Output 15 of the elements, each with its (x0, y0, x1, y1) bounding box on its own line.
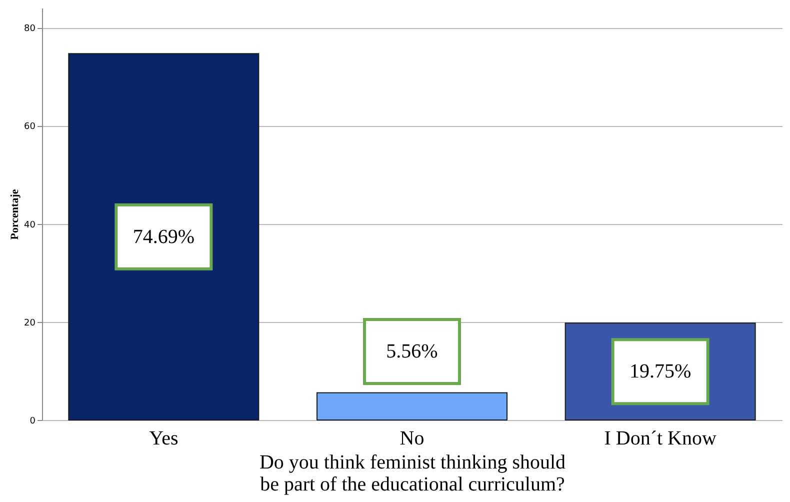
data-label: 5.56% (386, 340, 438, 363)
bar (68, 53, 260, 420)
y-tick-label: 20 (24, 318, 36, 328)
data-label: 74.69% (132, 226, 195, 248)
bar (316, 392, 508, 420)
y-tick-label: 80 (24, 24, 36, 34)
x-tick-label: No (400, 428, 424, 450)
y-tick-label: 40 (24, 220, 36, 230)
y-tick-label: 60 (24, 122, 36, 132)
x-axis-title: Do you think feminist thinking should be part of the educational curriculum? (259, 452, 566, 496)
x-tick-label: Yes (149, 428, 178, 450)
data-label: 19.75% (629, 360, 692, 383)
x-tick-label: I Don´t Know (604, 428, 717, 450)
y-tick-label: 0 (30, 416, 36, 426)
y-axis-title: Porcentaje (9, 189, 22, 240)
